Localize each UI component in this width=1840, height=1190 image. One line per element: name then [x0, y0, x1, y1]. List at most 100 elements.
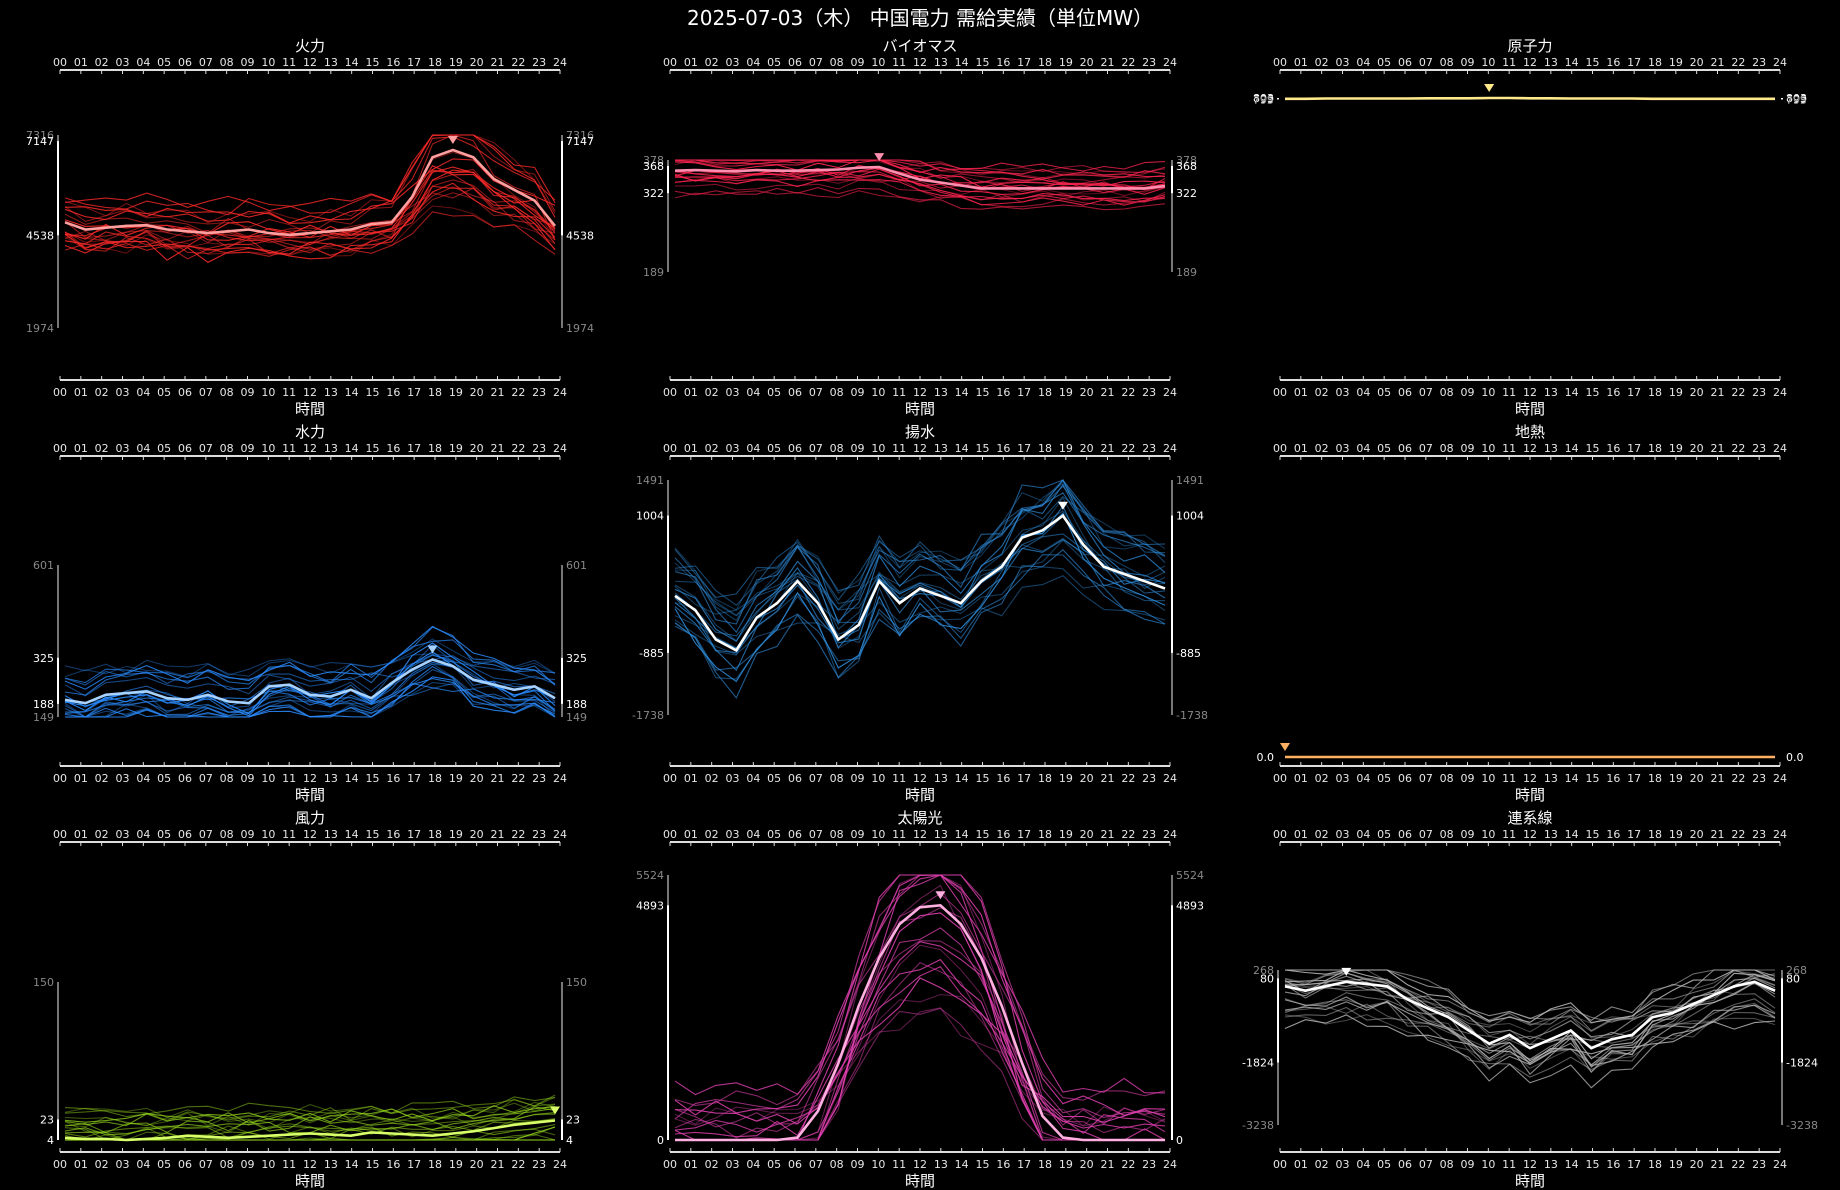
bottom-tick-label: 00	[1273, 386, 1287, 399]
bottom-tick-label: 20	[1690, 772, 1704, 785]
history-series-line	[64, 1103, 556, 1135]
bottom-tick-label: 22	[1731, 1158, 1745, 1171]
bottom-tick-label: 06	[1398, 1158, 1412, 1171]
top-tick-label: 09	[851, 828, 865, 841]
bottom-tick-label: 20	[1080, 386, 1094, 399]
today-series-line	[1284, 980, 1776, 1050]
bottom-tick-label: 17	[1627, 1158, 1641, 1171]
bottom-tick-label: 03	[726, 386, 740, 399]
history-series-line	[64, 625, 556, 690]
bottom-tick-label: 14	[345, 772, 359, 785]
top-tick-label: 13	[1544, 56, 1558, 69]
top-tick-label: 16	[1606, 56, 1620, 69]
top-tick-label: 05	[157, 56, 171, 69]
bottom-tick-label: 13	[934, 386, 948, 399]
top-tick-label: 21	[1101, 442, 1115, 455]
history-series-line	[674, 941, 1166, 1138]
top-tick-label: 02	[95, 828, 109, 841]
bottom-tick-label: 04	[136, 386, 150, 399]
bottom-tick-label: 08	[1440, 386, 1454, 399]
bottom-tick-label: 21	[491, 386, 505, 399]
y-axis-label: -1738	[632, 709, 664, 722]
top-tick-label: 00	[663, 56, 677, 69]
history-series-line	[64, 1096, 556, 1119]
bottom-tick-label: 13	[324, 386, 338, 399]
top-tick-label: 23	[1142, 56, 1156, 69]
bottom-tick-label: 23	[532, 772, 546, 785]
bottom-tick-label: 09	[851, 772, 865, 785]
y-axis-label: 268	[1786, 964, 1807, 977]
top-tick-label: 22	[1731, 442, 1745, 455]
top-tick-label: 00	[53, 56, 67, 69]
history-series-line	[674, 190, 1166, 208]
history-series-line	[674, 492, 1166, 634]
history-series-line	[675, 159, 1166, 180]
top-tick-label: 03	[1336, 56, 1350, 69]
bottom-tick-label: 17	[407, 386, 421, 399]
bottom-tick-label: 16	[1606, 386, 1620, 399]
top-tick-label: 04	[1356, 56, 1370, 69]
history-series-line	[674, 514, 1166, 680]
y-axis-label: 4893	[1176, 899, 1204, 912]
page-title: 2025-07-03（木） 中国電力 需給実績（単位MW）	[687, 6, 1153, 30]
y-axis-label: 268	[1253, 964, 1274, 977]
bottom-tick-label: 04	[136, 772, 150, 785]
top-tick-label: 15	[976, 828, 990, 841]
bottom-tick-label: 21	[491, 1158, 505, 1171]
y-axis-label: -885	[639, 647, 664, 660]
bottom-tick-label: 23	[1752, 1158, 1766, 1171]
history-series-line	[1284, 1006, 1776, 1044]
history-series-line	[675, 907, 1165, 1141]
top-tick-label: 08	[220, 828, 234, 841]
bottom-tick-label: 21	[1711, 386, 1725, 399]
bottom-tick-label: 23	[1142, 1158, 1156, 1171]
top-tick-label: 04	[136, 442, 150, 455]
bottom-tick-label: 16	[996, 772, 1010, 785]
top-tick-label: 11	[282, 442, 296, 455]
y-axis-label: 1974	[26, 322, 54, 335]
history-series-line	[1284, 1014, 1776, 1064]
top-tick-label: 09	[241, 828, 255, 841]
history-series-line	[64, 136, 556, 216]
top-tick-label: 16	[996, 828, 1010, 841]
bottom-tick-label: 08	[220, 386, 234, 399]
y-axis-label: 0.0	[1257, 751, 1275, 764]
bottom-tick-label: 03	[1336, 386, 1350, 399]
history-series-line	[64, 638, 556, 678]
top-tick-label: 14	[345, 442, 359, 455]
bottom-tick-label: 11	[892, 772, 906, 785]
history-series-line	[1284, 969, 1776, 1062]
top-tick-label: 21	[1711, 442, 1725, 455]
panel-2: バイオマス 00 00 01 01 02 02 03 03 04 04 05 05 06 06 07 07 08 0…	[643, 37, 1197, 418]
top-tick-label: 10	[1481, 56, 1495, 69]
top-tick-label: 00	[53, 442, 67, 455]
bottom-tick-label: 20	[470, 1158, 484, 1171]
history-series-line	[64, 187, 556, 235]
bottom-tick-label: 01	[684, 386, 698, 399]
bottom-tick-label: 01	[1294, 1158, 1308, 1171]
top-tick-label: 07	[1419, 442, 1433, 455]
bottom-tick-label: 01	[684, 772, 698, 785]
bottom-tick-label: 05	[767, 386, 781, 399]
y-axis-label: -885	[1176, 647, 1201, 660]
top-tick-label: 19	[1059, 56, 1073, 69]
bottom-tick-label: 11	[1502, 772, 1516, 785]
top-tick-label: 06	[788, 828, 802, 841]
bottom-tick-label: 20	[470, 772, 484, 785]
x-axis-label: 時間	[1515, 786, 1545, 804]
bottom-tick-label: 14	[955, 386, 969, 399]
y-axis-label: 4893	[636, 899, 664, 912]
panel-9: 連系線 00 00 01 01 02 02 03 03 04 04 05 05 06 06 07 07 08 08 0…	[1242, 809, 1818, 1190]
top-tick-label: 16	[386, 56, 400, 69]
top-tick-label: 23	[1142, 828, 1156, 841]
bottom-tick-label: 03	[116, 386, 130, 399]
bottom-tick-label: 17	[407, 1158, 421, 1171]
top-tick-label: 01	[1294, 442, 1308, 455]
top-tick-label: 01	[684, 442, 698, 455]
bottom-tick-label: 02	[95, 772, 109, 785]
y-axis-label: 5524	[636, 869, 664, 882]
x-axis-label: 時間	[295, 1172, 325, 1190]
top-tick-label: 16	[1606, 442, 1620, 455]
top-tick-label: 23	[532, 56, 546, 69]
panel-title: 揚水	[905, 423, 935, 441]
